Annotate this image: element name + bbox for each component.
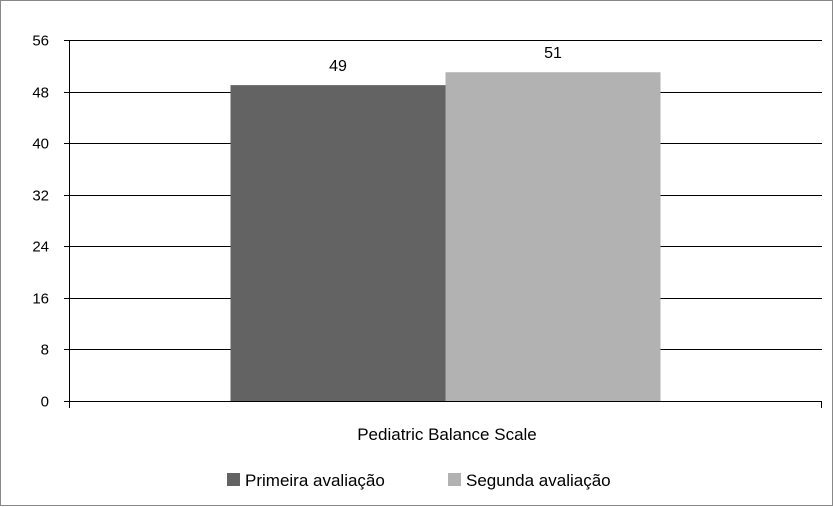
y-tick-label: 48 — [32, 85, 49, 102]
bars: 49 51 — [230, 45, 661, 401]
legend-label-primeira: Primeira avaliação — [245, 471, 385, 490]
legend: Primeira avaliação Segunda avaliação — [227, 471, 611, 490]
y-tick-label: 0 — [41, 394, 49, 411]
y-tick-label: 16 — [32, 291, 49, 308]
axes: 0 8 16 24 32 40 48 56 — [32, 33, 822, 411]
y-tick-label: 32 — [32, 188, 49, 205]
legend-label-segunda: Segunda avaliação — [466, 471, 611, 490]
legend-swatch-segunda — [448, 473, 461, 486]
bar-primeira — [230, 85, 446, 401]
data-label: 51 — [544, 45, 562, 62]
y-tick-label: 24 — [32, 239, 49, 256]
category-label: Pediatric Balance Scale — [357, 425, 537, 444]
bar-segunda — [445, 72, 661, 401]
data-label: 49 — [329, 58, 347, 75]
legend-swatch-primeira — [227, 473, 240, 486]
y-tick-label: 56 — [32, 33, 49, 50]
y-tick-label: 40 — [32, 136, 49, 153]
y-tick-label: 8 — [41, 342, 49, 359]
